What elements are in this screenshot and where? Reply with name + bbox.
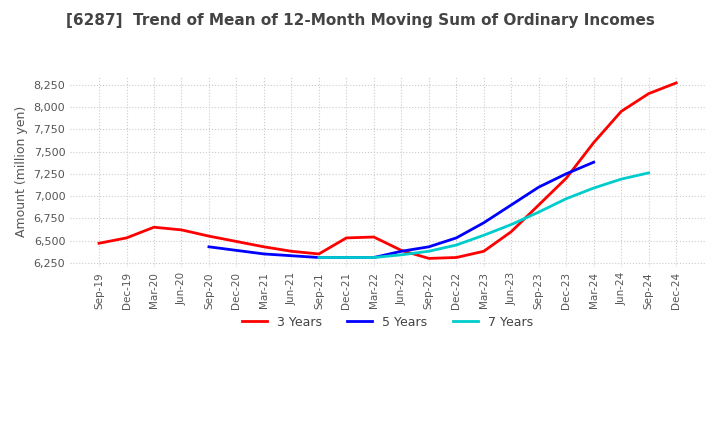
3 Years [617,109,626,114]
5 Years [480,220,488,225]
7 Years [590,185,598,191]
3 Years [507,229,516,235]
7 Years [369,255,378,260]
5 Years [562,171,570,176]
5 Years [397,249,405,254]
3 Years [452,255,461,260]
Legend: 3 Years, 5 Years, 7 Years: 3 Years, 5 Years, 7 Years [238,311,538,334]
5 Years [204,244,213,249]
3 Years [260,244,269,249]
3 Years [232,239,240,244]
5 Years [369,255,378,260]
5 Years [534,184,543,190]
3 Years [425,256,433,261]
3 Years [177,227,186,232]
Text: [6287]  Trend of Mean of 12-Month Moving Sum of Ordinary Incomes: [6287] Trend of Mean of 12-Month Moving … [66,13,654,28]
5 Years [315,255,323,260]
7 Years [342,255,351,260]
Line: 5 Years: 5 Years [209,162,594,257]
7 Years [315,255,323,260]
7 Years [617,176,626,182]
Y-axis label: Amount (million yen): Amount (million yen) [15,106,28,237]
3 Years [534,202,543,208]
7 Years [562,196,570,202]
7 Years [507,222,516,227]
5 Years [507,202,516,208]
5 Years [232,248,240,253]
3 Years [369,235,378,240]
3 Years [342,235,351,241]
5 Years [342,255,351,260]
5 Years [425,244,433,249]
5 Years [287,253,296,258]
3 Years [644,91,653,96]
3 Years [150,224,158,230]
7 Years [480,233,488,238]
5 Years [452,235,461,241]
7 Years [534,209,543,215]
Line: 7 Years: 7 Years [319,173,649,257]
3 Years [95,241,104,246]
3 Years [672,80,680,85]
7 Years [644,170,653,176]
7 Years [397,252,405,257]
Line: 3 Years: 3 Years [99,83,676,258]
5 Years [260,251,269,257]
5 Years [590,160,598,165]
7 Years [425,249,433,254]
3 Years [562,176,570,181]
3 Years [480,249,488,254]
3 Years [204,234,213,239]
7 Years [452,242,461,248]
3 Years [397,248,405,253]
3 Years [122,235,131,241]
3 Years [287,249,296,254]
3 Years [315,251,323,257]
3 Years [590,140,598,145]
